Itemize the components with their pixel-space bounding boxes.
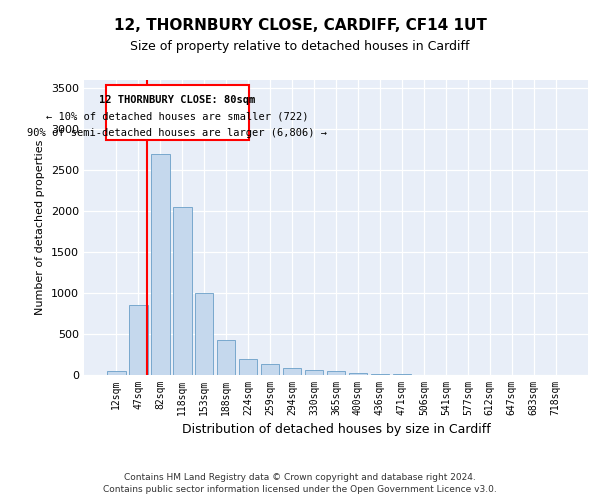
Bar — [305, 370, 323, 375]
Bar — [217, 340, 235, 375]
Text: Contains public sector information licensed under the Open Government Licence v3: Contains public sector information licen… — [103, 485, 497, 494]
Bar — [106, 85, 248, 140]
Bar — [283, 368, 301, 375]
X-axis label: Distribution of detached houses by size in Cardiff: Distribution of detached houses by size … — [182, 424, 490, 436]
Text: Contains HM Land Registry data © Crown copyright and database right 2024.: Contains HM Land Registry data © Crown c… — [124, 472, 476, 482]
Text: ← 10% of detached houses are smaller (722): ← 10% of detached houses are smaller (72… — [46, 111, 308, 121]
Bar — [173, 207, 191, 375]
Bar — [261, 364, 280, 375]
Bar — [151, 154, 170, 375]
Text: 12, THORNBURY CLOSE, CARDIFF, CF14 1UT: 12, THORNBURY CLOSE, CARDIFF, CF14 1UT — [113, 18, 487, 32]
Bar — [195, 293, 214, 375]
Bar — [107, 371, 125, 375]
Bar — [129, 306, 148, 375]
Bar — [326, 372, 346, 375]
Bar — [239, 358, 257, 375]
Bar — [349, 372, 367, 375]
Bar — [371, 374, 389, 375]
Text: Size of property relative to detached houses in Cardiff: Size of property relative to detached ho… — [130, 40, 470, 53]
Text: 90% of semi-detached houses are larger (6,806) →: 90% of semi-detached houses are larger (… — [27, 128, 327, 138]
Text: 12 THORNBURY CLOSE: 80sqm: 12 THORNBURY CLOSE: 80sqm — [99, 95, 255, 105]
Y-axis label: Number of detached properties: Number of detached properties — [35, 140, 46, 315]
Bar — [392, 374, 411, 375]
